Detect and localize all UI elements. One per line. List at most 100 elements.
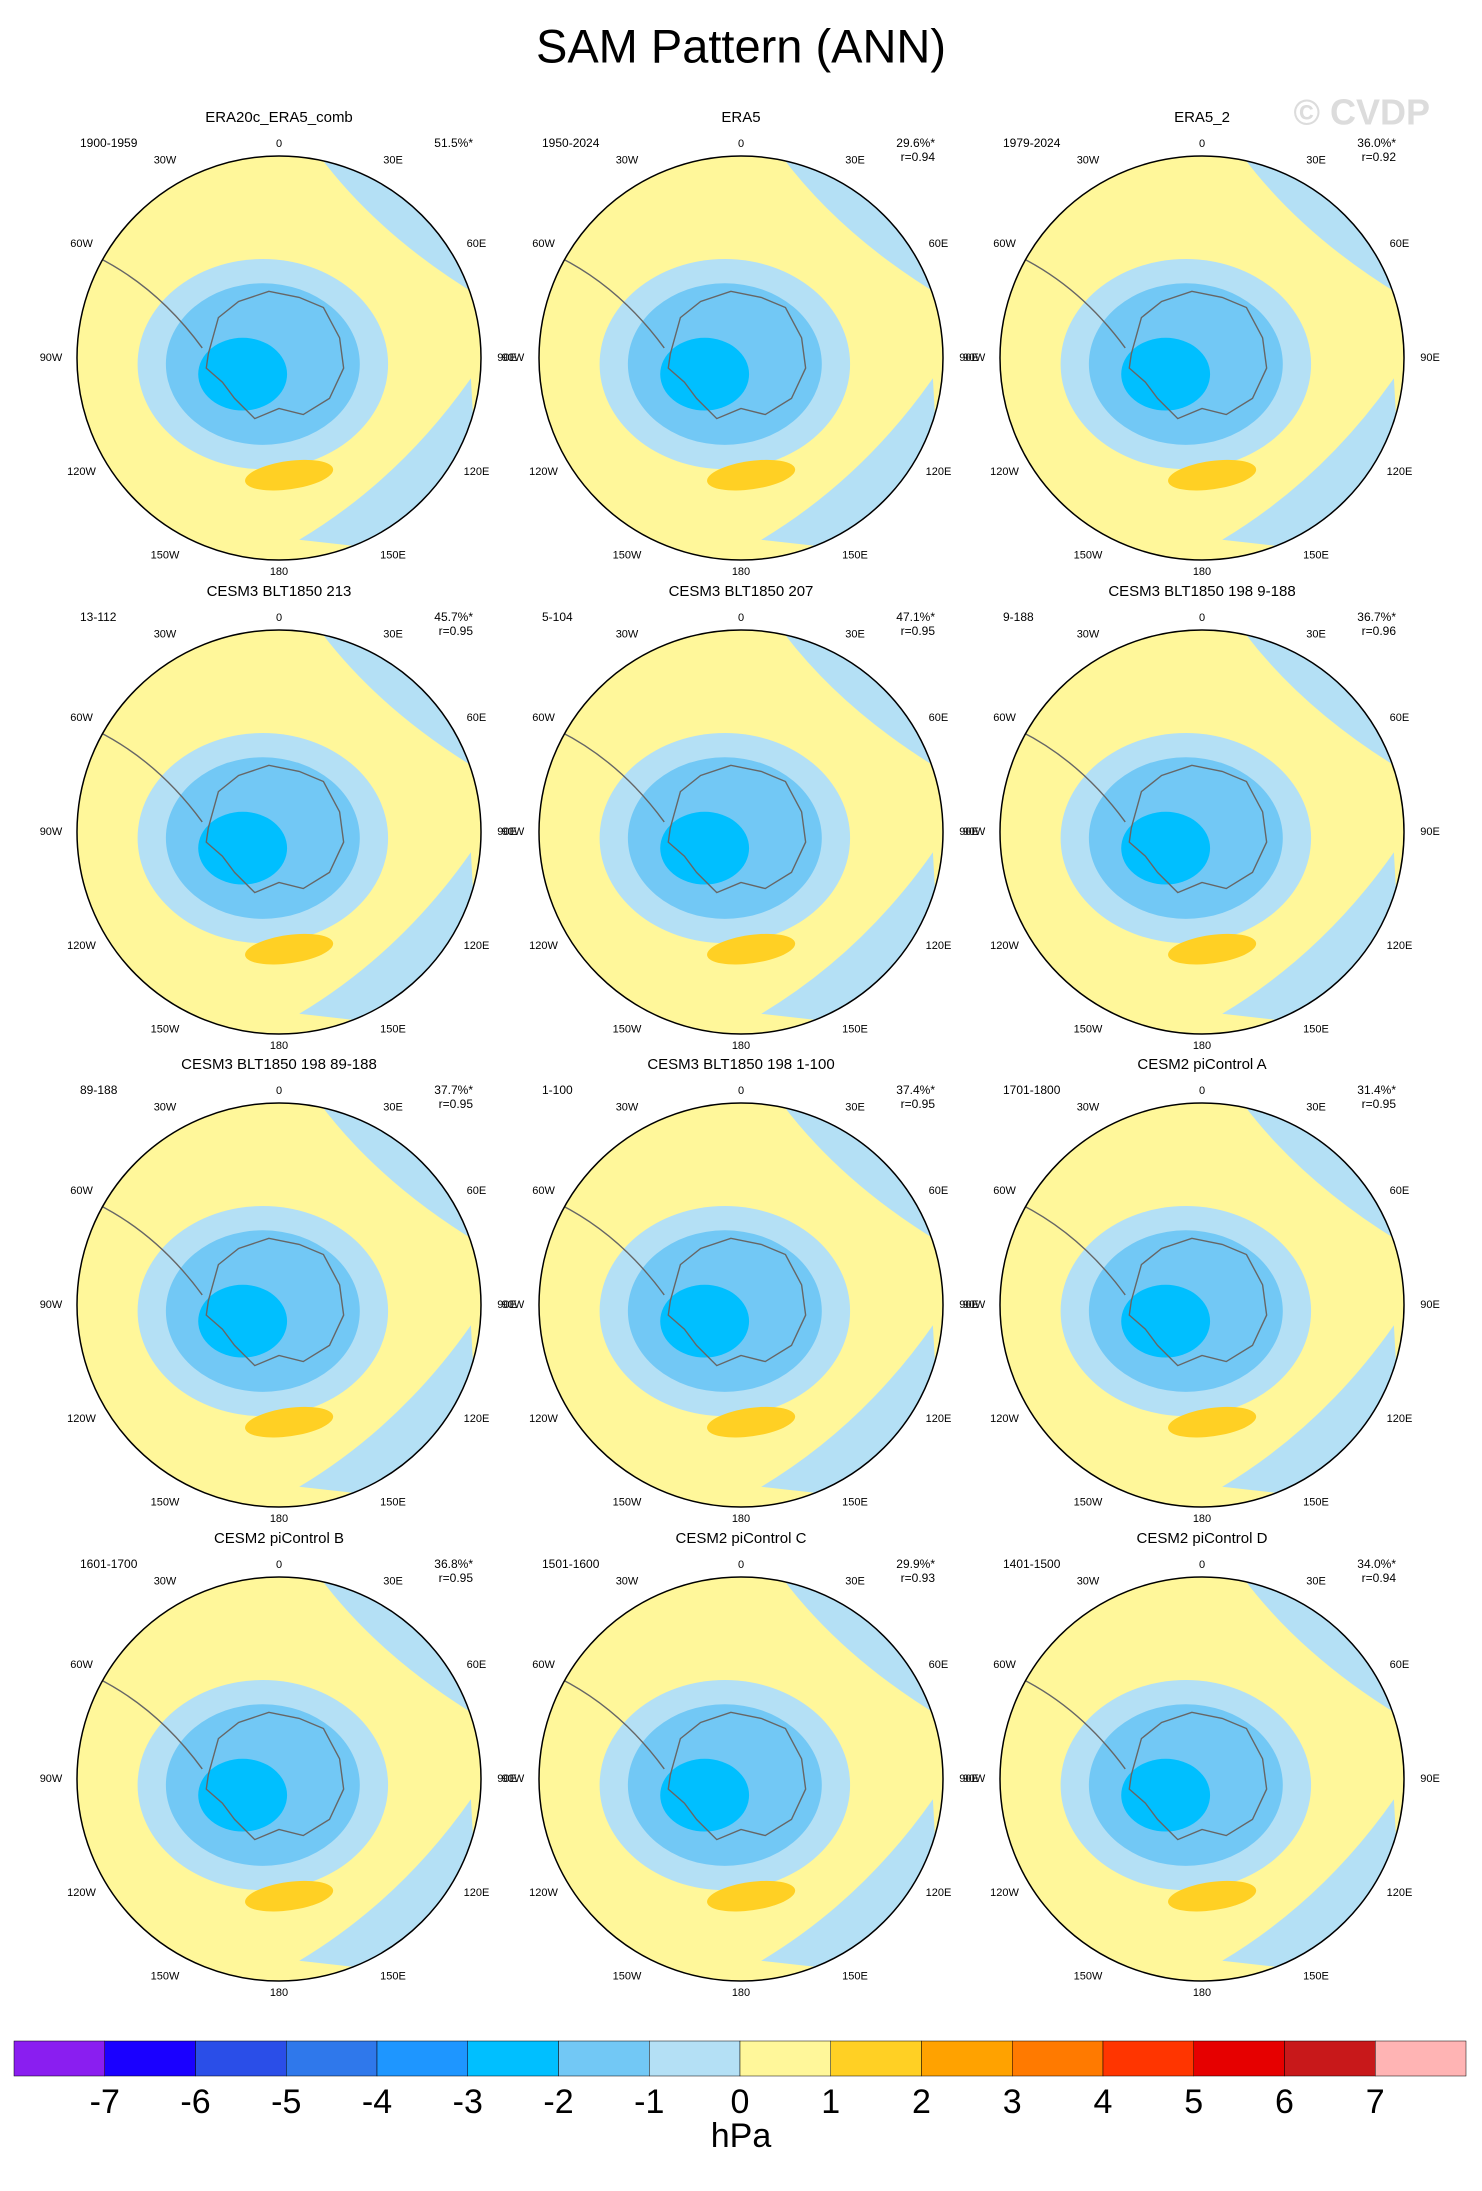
panel-period: 9-188 [1003,610,1034,624]
panel-period: 5-104 [542,610,573,624]
panel-period: 1-100 [542,1083,573,1097]
panel-variance: 36.8%* [434,1557,473,1571]
longitude-label: 30W [616,1575,639,1587]
longitude-label: 150W [613,1970,642,1982]
colorbar-label: 4 [1094,2083,1113,2121]
panel-title: ERA20c_ERA5_comb [205,109,353,126]
map-panel: 0 30E 60E 90E 120E 150E 180 150W 120W 90W 60W 30W CE… [502,1056,979,1525]
longitude-label: 90E [959,352,979,364]
longitude-label: 150W [613,1023,642,1035]
colorbar-box [1193,2040,1285,2077]
longitude-label: 120W [990,1413,1019,1425]
map-panel: 0 30E 60E 90E 120E 150E 180 150W 120W 90W 60W 30W CE… [963,1056,1440,1525]
panel-correlation: r=0.95 [901,1097,936,1111]
colorbar-label: 2 [912,2083,931,2121]
panel-title: CESM2 piControl A [1137,1056,1266,1073]
longitude-label: 90E [959,1773,979,1785]
longitude-label: 30E [383,154,403,166]
panel-variance: 29.9%* [896,1557,935,1571]
panel-correlation: r=0.94 [1362,1571,1397,1585]
longitude-label: 120E [464,1413,490,1425]
longitude-label: 0 [1199,138,1205,150]
colorbar-label: 6 [1275,2083,1294,2121]
field-contour [660,1758,750,1832]
longitude-label: 30W [616,154,639,166]
longitude-label: 60W [532,1185,555,1197]
coastline [558,256,665,349]
longitude-label: 60E [1390,1659,1410,1671]
colorbar-box [649,2040,741,2077]
panel-period: 1979-2024 [1003,136,1061,150]
longitude-label: 120W [529,1413,558,1425]
coastline [205,290,345,420]
longitude-label: 120W [67,466,96,478]
map-panel: 0 30E 60E 90E 120E 150E 180 150W 120W 90W 60W 30W CE… [40,1530,517,1999]
panel-correlation: r=0.95 [901,624,936,638]
longitude-label: 150E [1303,1496,1329,1508]
colorbar-label: 5 [1184,2083,1203,2121]
panel-title: CESM3 BLT1850 198 9-188 [1108,583,1295,600]
longitude-label: 90E [959,826,979,838]
panel-variance: 29.6%* [896,136,935,150]
longitude-label: 90W [502,1299,525,1311]
longitude-label: 60W [70,1185,93,1197]
longitude-label: 90W [963,826,986,838]
map-border [76,1102,482,1508]
map-panel: 0 30E 60E 90E 120E 150E 180 150W 120W 90W 60W 30W CE… [502,583,979,1052]
longitude-label: 120E [926,1887,952,1899]
longitude-label: 60W [532,712,555,724]
longitude-label: 90W [40,1773,63,1785]
longitude-label: 150W [1074,549,1103,561]
longitude-label: 150E [380,1970,406,1982]
colorbar-box [1102,2040,1194,2077]
coastline [558,730,665,823]
longitude-label: 30E [383,1101,403,1113]
map-panel: 0 30E 60E 90E 120E 150E 180 150W 120W 90W 60W 30W CE… [502,1530,979,1999]
longitude-label: 30E [1306,1575,1326,1587]
colorbar: -7 -6 -5 -4 -3 -2 -1 0 1 2 3 4 5 6 7 hPa [13,2040,1467,2155]
longitude-label: 150E [842,1496,868,1508]
panel-period: 1701-1800 [1003,1083,1061,1097]
panel-variance: 37.4%* [896,1083,935,1097]
field-contour [707,1406,796,1438]
coastline [558,1203,665,1296]
colorbar-box [921,2040,1013,2077]
panel-variance: 37.7%* [434,1083,473,1097]
field-contour [1168,1880,1257,1912]
panel-title: ERA5 [721,109,760,126]
longitude-label: 180 [732,566,750,578]
longitude-label: 150E [1303,1970,1329,1982]
map-panel: 0 30E 60E 90E 120E 150E 180 150W 120W 90W 60W 30W CE… [40,1056,517,1525]
coastline [667,1711,807,1841]
field-contour [245,1406,334,1438]
longitude-label: 120E [464,466,490,478]
longitude-label: 60E [467,1185,487,1197]
coastline [1019,1203,1126,1296]
coastline [96,1677,203,1770]
map-field [77,1103,481,1507]
longitude-label: 150E [380,1023,406,1035]
longitude-label: 60E [467,1659,487,1671]
colorbar-box [376,2040,468,2077]
panel-correlation: r=0.95 [439,624,474,638]
longitude-label: 120E [926,940,952,952]
field-contour [1121,1284,1211,1358]
map-border [76,1576,482,1982]
longitude-label: 60W [532,238,555,250]
longitude-label: 180 [1193,566,1211,578]
panel-title: ERA5_2 [1174,109,1230,126]
colorbar-label: -3 [453,2083,483,2121]
longitude-label: 120W [990,1887,1019,1899]
map-border [538,155,944,561]
map-field [77,630,481,1034]
field-contour [198,1284,288,1358]
coastline [205,1711,345,1841]
longitude-label: 150W [151,1496,180,1508]
longitude-label: 60E [467,238,487,250]
panel-correlation: r=0.95 [439,1097,474,1111]
field-contour [1168,459,1257,491]
map-field [539,630,943,1034]
longitude-label: 90E [497,1299,517,1311]
longitude-label: 120W [67,1887,96,1899]
panel-period: 1601-1700 [80,1557,138,1571]
